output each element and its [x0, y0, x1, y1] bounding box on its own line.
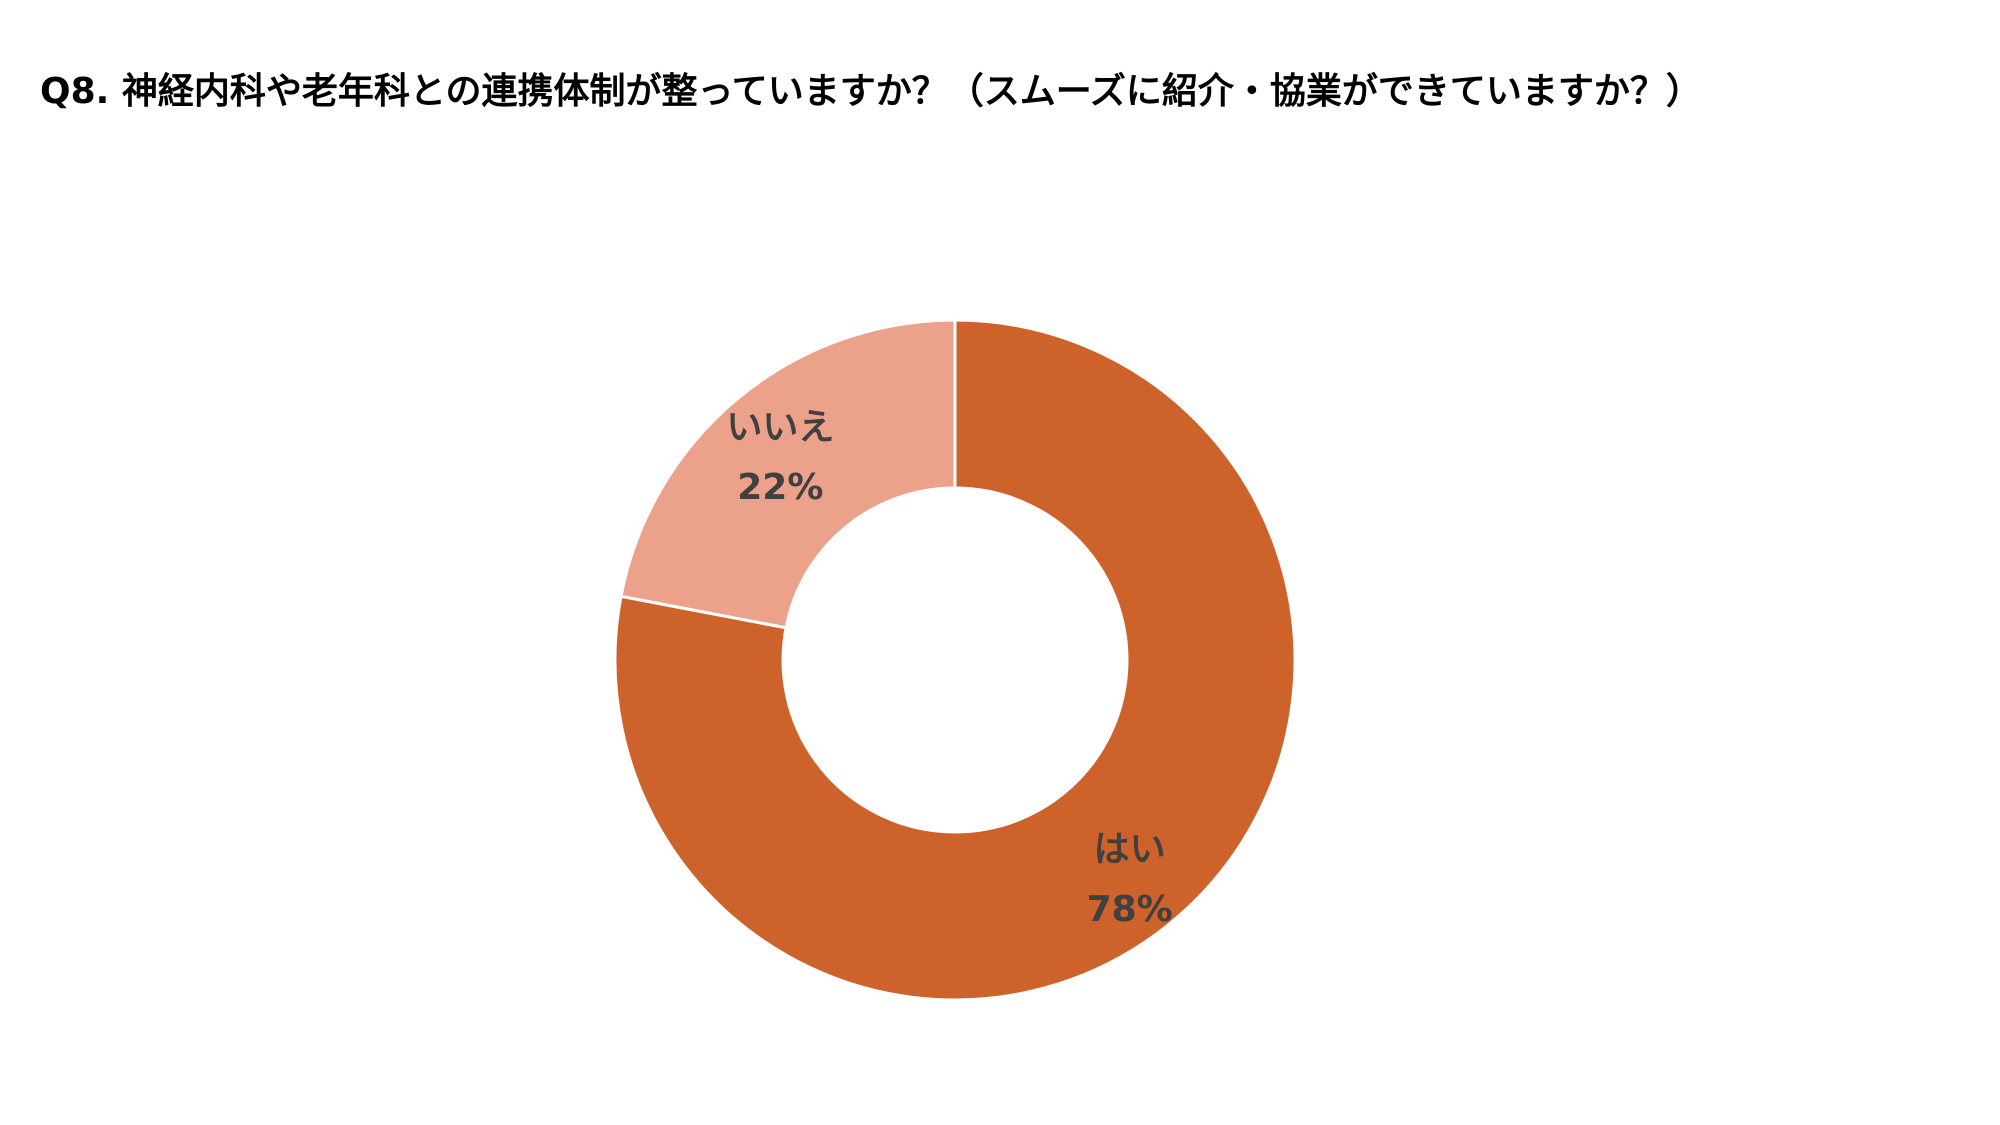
slices-layer [613, 318, 1297, 1002]
slice-0 [613, 318, 1297, 1002]
slice-label-1: いいえ [726, 407, 834, 448]
slice-label-0: はい [1094, 829, 1166, 870]
slice-value-label-0: 78% [1087, 889, 1173, 930]
chart-title: Q8. 神経内科や老年科との連携体制が整っていますか？（スムーズに紹介・協業がで… [40, 71, 1702, 112]
labels-layer: はい 78% いいえ 22% [726, 407, 1172, 930]
slice-1 [619, 318, 957, 630]
slice-value-label-1: 22% [737, 467, 823, 508]
